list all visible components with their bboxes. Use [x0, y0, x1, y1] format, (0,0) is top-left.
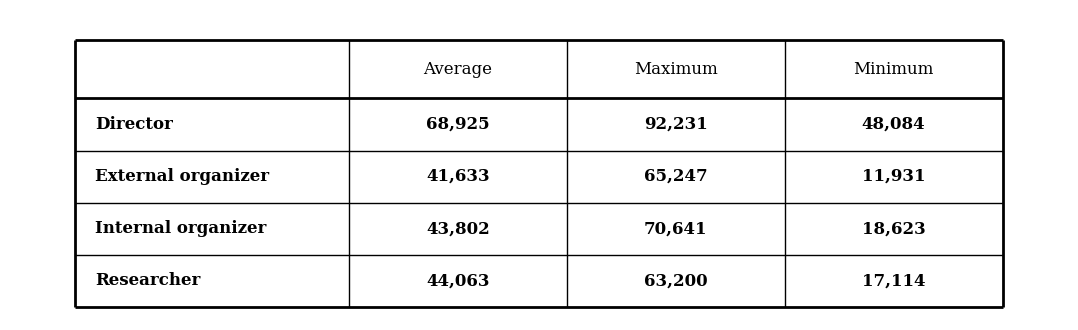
Text: Maximum: Maximum — [634, 60, 718, 78]
Text: 63,200: 63,200 — [644, 272, 707, 289]
Text: Researcher: Researcher — [95, 272, 201, 289]
Text: 65,247: 65,247 — [644, 168, 707, 185]
Text: Director: Director — [95, 116, 172, 133]
Text: 41,633: 41,633 — [426, 168, 489, 185]
Text: 92,231: 92,231 — [644, 116, 707, 133]
Bar — [75, 40, 1003, 307]
Text: Minimum: Minimum — [854, 60, 934, 78]
Text: 68,925: 68,925 — [426, 116, 489, 133]
Text: 70,641: 70,641 — [644, 220, 707, 237]
Text: 48,084: 48,084 — [861, 116, 925, 133]
Text: 11,931: 11,931 — [861, 168, 925, 185]
Text: Average: Average — [424, 60, 493, 78]
Text: 17,114: 17,114 — [861, 272, 925, 289]
Text: 43,802: 43,802 — [426, 220, 489, 237]
Text: External organizer: External organizer — [95, 168, 270, 185]
Text: 18,623: 18,623 — [861, 220, 926, 237]
Text: 44,063: 44,063 — [426, 272, 489, 289]
Text: Internal organizer: Internal organizer — [95, 220, 266, 237]
